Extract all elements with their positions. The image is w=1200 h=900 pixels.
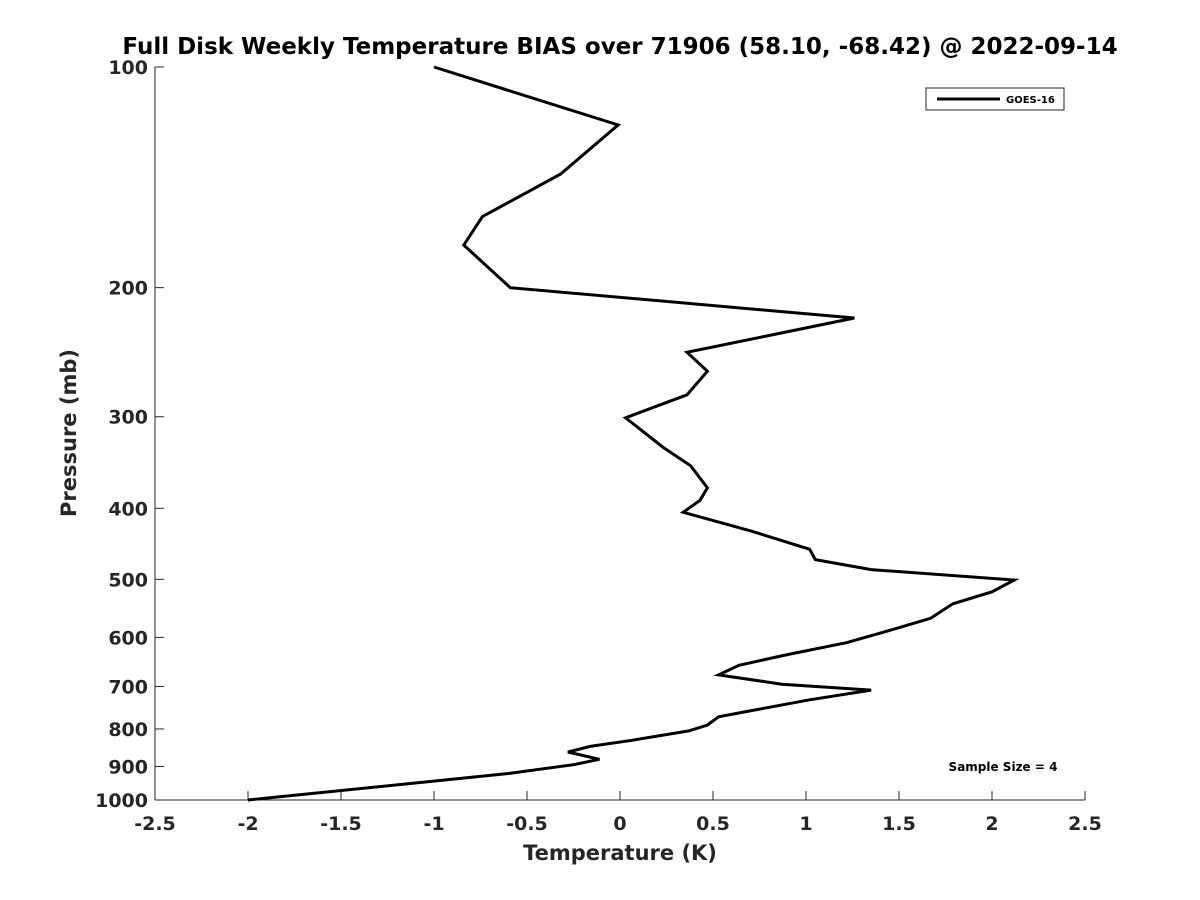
x-axis-ticks: -2.5 -2 -1.5 -1 -0.5 0 0.5 1 1.5 2 2.5 bbox=[134, 791, 1102, 835]
x-tick-label: -2 bbox=[237, 813, 258, 835]
sample-size-annotation: Sample Size = 4 bbox=[949, 760, 1058, 774]
series-layer bbox=[247, 65, 1020, 802]
x-tick-label: 1 bbox=[799, 813, 812, 835]
x-tick-label: 0 bbox=[613, 813, 626, 835]
y-axis-ticks: 100 200 300 400 500 600 700 800 900 1000 bbox=[95, 57, 164, 812]
y-tick-label: 600 bbox=[108, 627, 148, 649]
x-tick-label: -2.5 bbox=[134, 813, 176, 835]
x-tick-label: -1.5 bbox=[320, 813, 362, 835]
x-tick-label: -0.5 bbox=[506, 813, 548, 835]
x-tick-label: 2 bbox=[985, 813, 998, 835]
x-tick-label: 2.5 bbox=[1068, 813, 1102, 835]
series-line-goes-16 bbox=[247, 65, 1020, 802]
y-tick-label: 300 bbox=[108, 407, 148, 429]
legend-label-goes-16: GOES-16 bbox=[1006, 95, 1055, 106]
chart-title: Full Disk Weekly Temperature BIAS over 7… bbox=[122, 34, 1117, 60]
x-axis-label: Temperature (K) bbox=[523, 841, 717, 865]
y-tick-label: 800 bbox=[108, 719, 148, 741]
y-tick-label: 100 bbox=[108, 57, 148, 79]
y-axis-label: Pressure (mb) bbox=[57, 349, 81, 517]
y-tick-label: 1000 bbox=[95, 790, 148, 812]
x-tick-label: 1.5 bbox=[882, 813, 916, 835]
plot-area bbox=[154, 67, 1085, 801]
x-tick-label: 0.5 bbox=[696, 813, 730, 835]
y-tick-label: 700 bbox=[108, 676, 148, 698]
y-tick-label: 500 bbox=[108, 569, 148, 591]
x-tick-label: -1 bbox=[423, 813, 444, 835]
y-tick-label: 900 bbox=[108, 756, 148, 778]
y-tick-label: 200 bbox=[108, 278, 148, 300]
legend: GOES-16 bbox=[925, 87, 1065, 111]
y-tick-label: 400 bbox=[108, 498, 148, 520]
